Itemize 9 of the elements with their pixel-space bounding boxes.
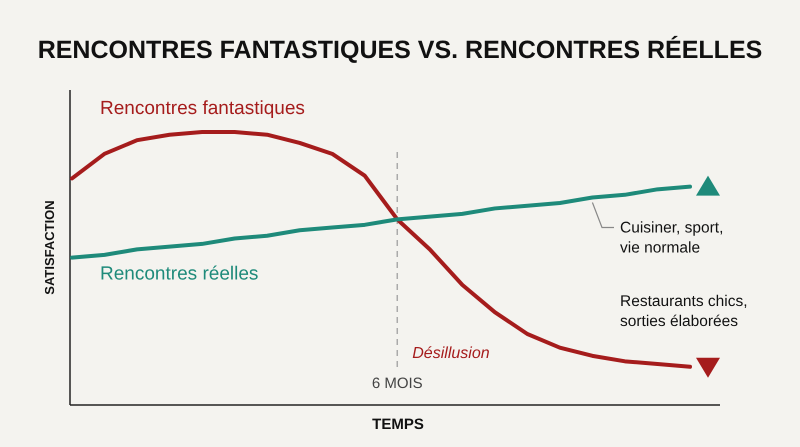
x-axis-title: TEMPS: [372, 416, 424, 433]
chart-title: RENCONTRES FANTASTIQUES VS. RENCONTRES RÉELLES: [38, 35, 762, 64]
series-label: Rencontres réelles: [100, 264, 258, 285]
annotation: Cuisiner, sport, vie normale: [620, 220, 724, 257]
annotation: Désillusion: [412, 345, 490, 362]
series-label: Rencontres fantastiques: [100, 98, 305, 119]
y-axis-title: SATISFACTION: [42, 200, 57, 295]
annotation: Restaurants chics, sorties élaborées: [620, 292, 748, 330]
text: 6 MOIS: [372, 375, 423, 392]
